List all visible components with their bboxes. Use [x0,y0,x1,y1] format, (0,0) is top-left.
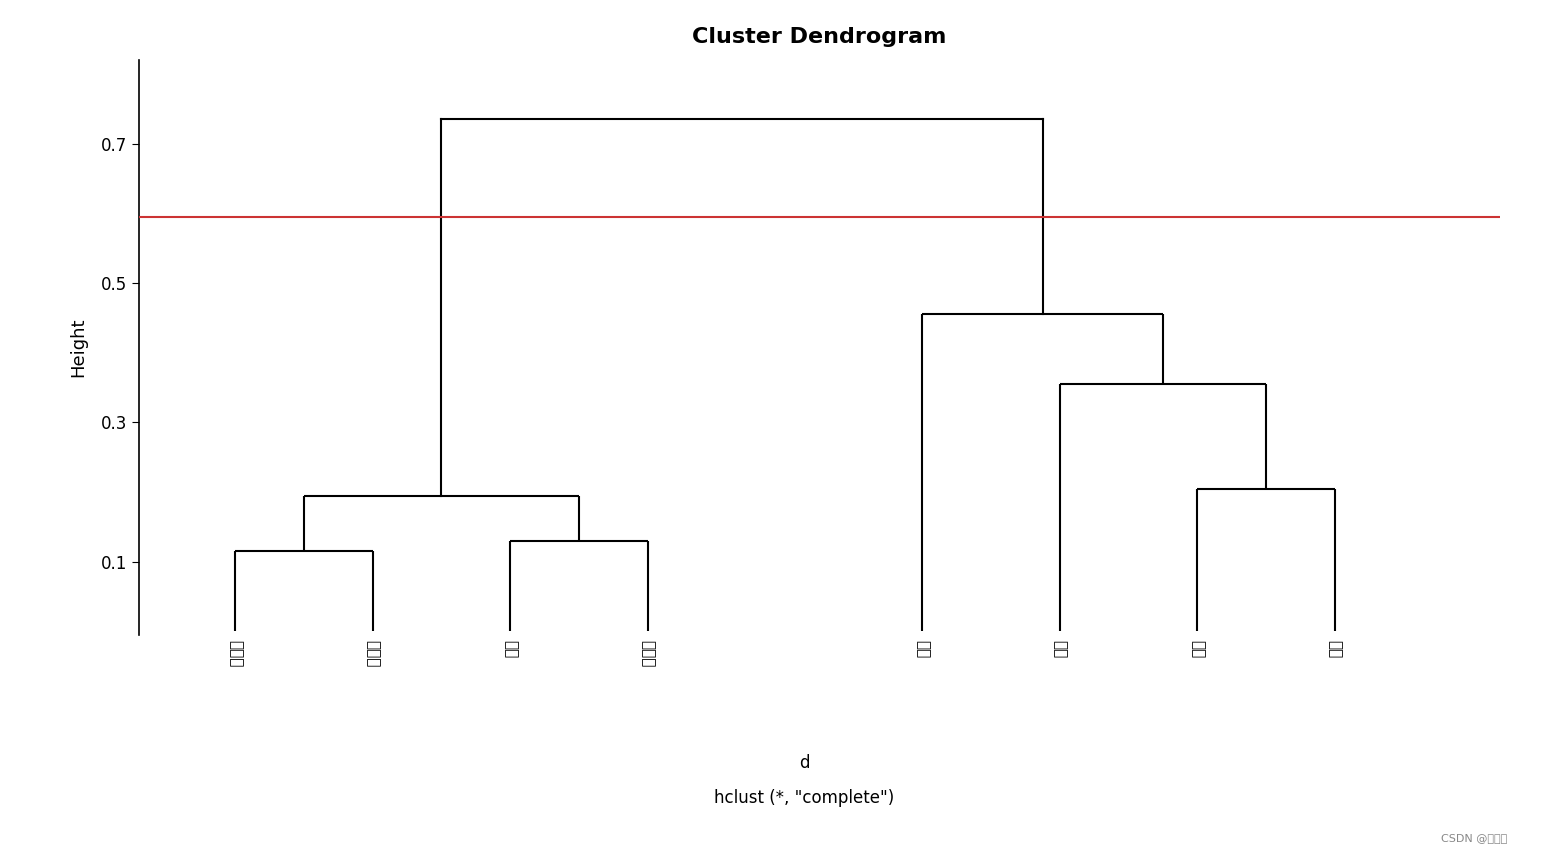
Text: hclust (*, "complete"): hclust (*, "complete") [714,789,894,807]
Text: 上肢长: 上肢长 [365,640,380,668]
Text: 胸围: 胸围 [1053,640,1067,658]
Text: 颈围: 颈围 [1326,640,1342,658]
Text: 胸宽: 胸宽 [915,640,931,658]
Text: 手臂长: 手臂长 [227,640,243,668]
Y-axis label: Height: Height [70,317,87,378]
Text: 身高: 身高 [502,640,518,658]
Text: d: d [799,754,809,772]
Text: CSDN @挑巨龙: CSDN @挑巨龙 [1441,832,1507,843]
Text: 下肢长: 下肢长 [640,640,656,668]
Title: Cluster Dendrogram: Cluster Dendrogram [693,27,946,47]
Text: 体重: 体重 [1190,640,1204,658]
